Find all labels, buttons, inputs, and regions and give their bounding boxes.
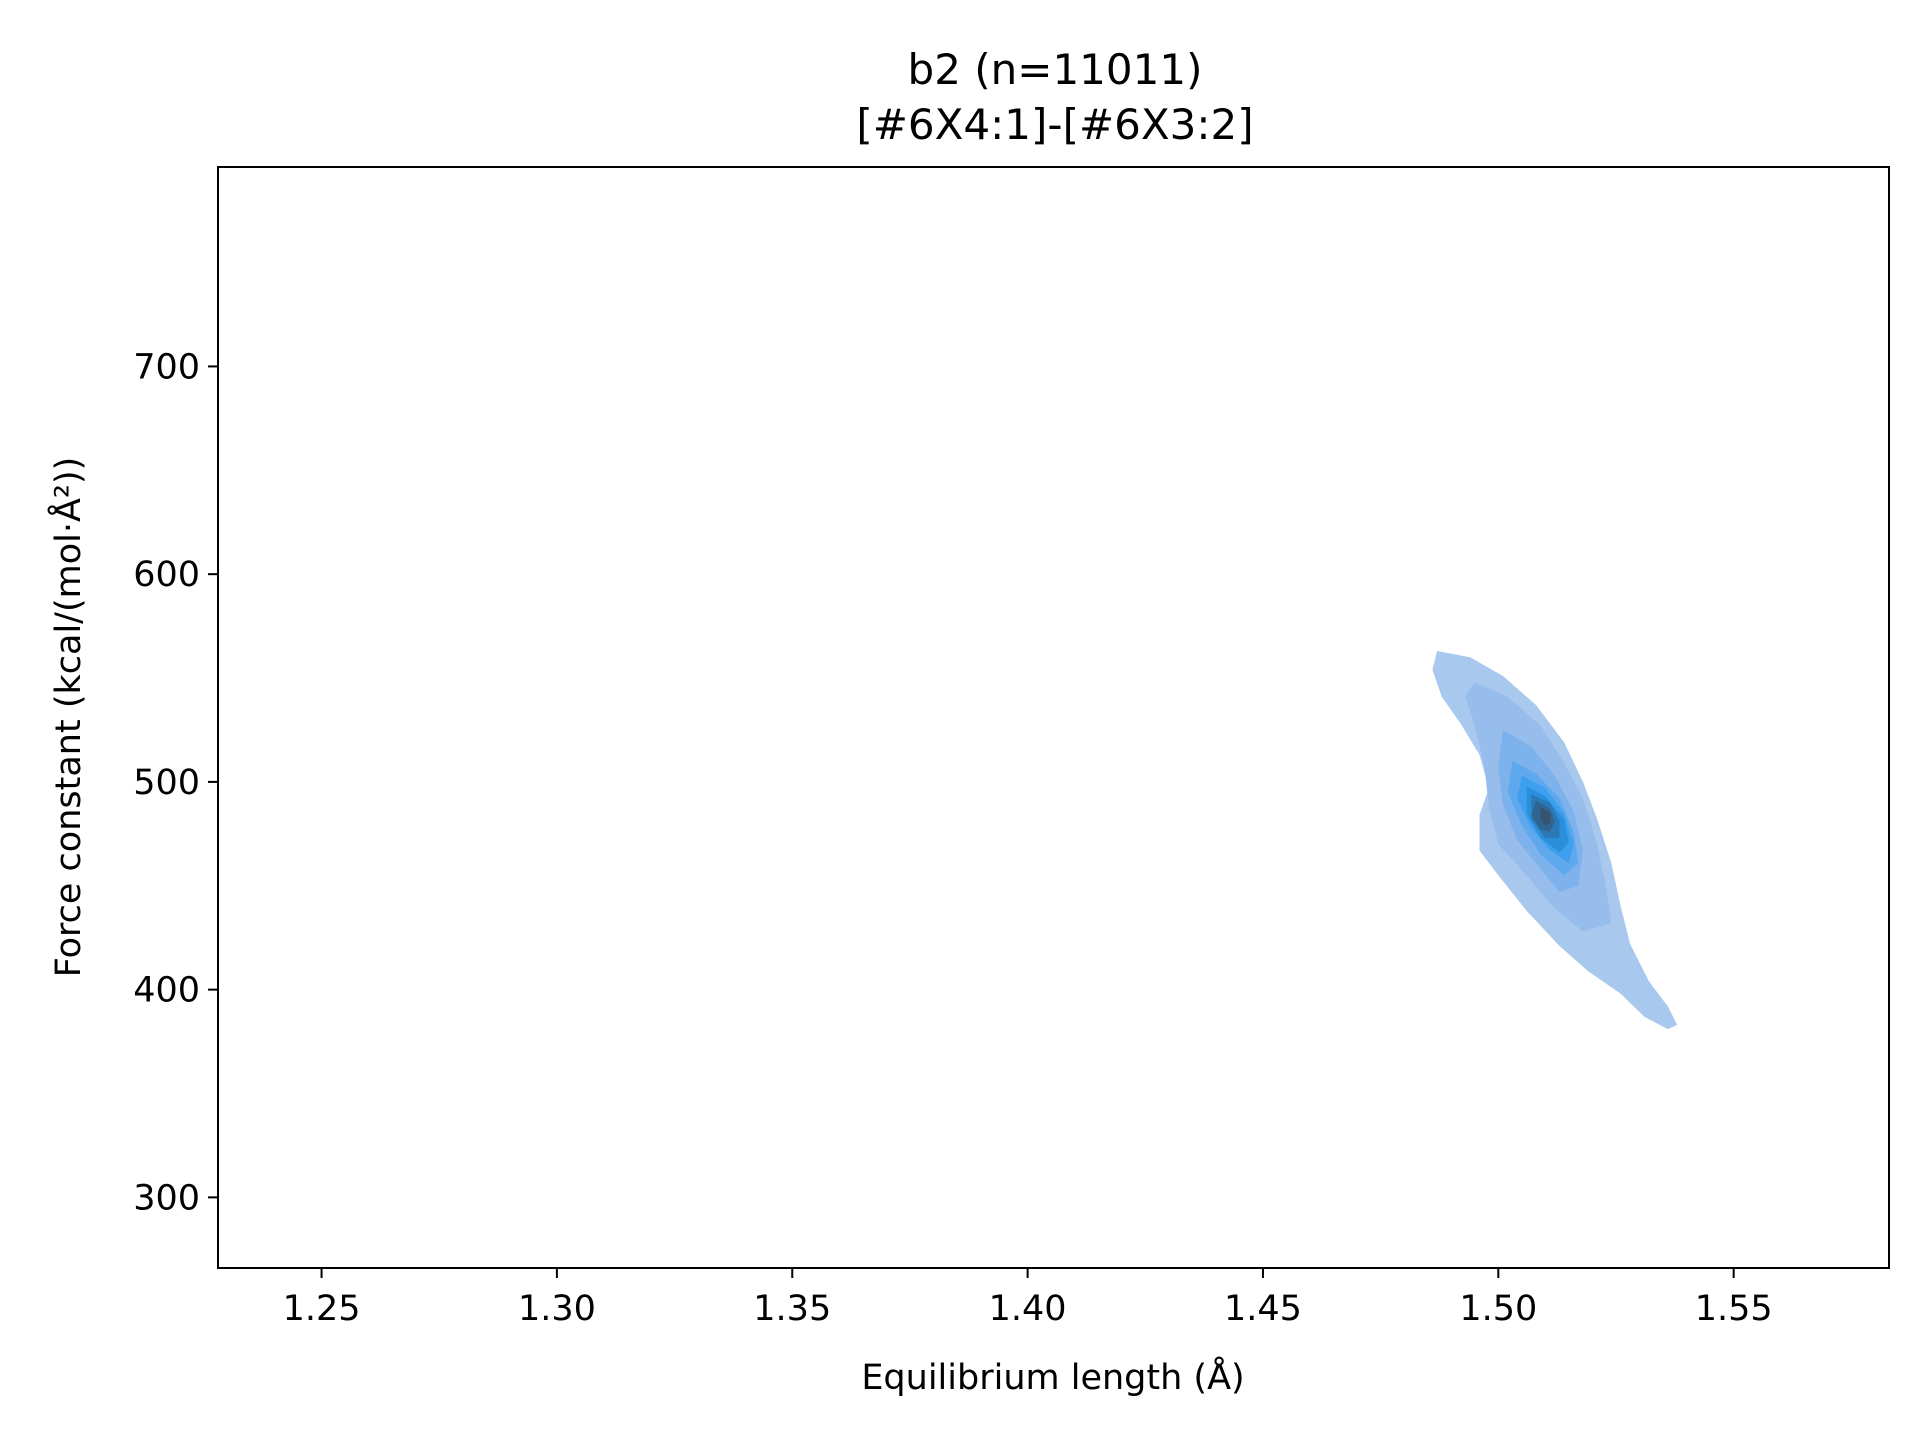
x-axis: 1.25 1.30 1.35 1.40 1.45 1.50 1.55: [283, 1268, 1773, 1329]
y-tick-label: 400: [133, 971, 200, 1011]
y-tick-label: 500: [133, 763, 200, 803]
x-tick-label: 1.45: [1224, 1289, 1302, 1329]
x-tick-label: 1.30: [518, 1289, 596, 1329]
x-tick-label: 1.25: [283, 1289, 361, 1329]
density-layer: [1432, 651, 1678, 1030]
y-tick-label: 700: [133, 347, 200, 387]
x-tick-label: 1.35: [753, 1289, 831, 1329]
y-tick-label: 300: [133, 1178, 200, 1218]
chart-subtitle: [#6X4:1]-[#6X3:2]: [856, 100, 1253, 149]
y-tick-label: 600: [133, 555, 200, 595]
plot-frame: [217, 166, 1890, 1269]
x-tick-label: 1.50: [1459, 1289, 1537, 1329]
x-tick-label: 1.40: [989, 1289, 1067, 1329]
y-axis-label: Force constant (kcal/(mol·Å²)): [46, 457, 89, 978]
y-axis: 300 400 500 600 700: [133, 347, 218, 1218]
x-axis-label: Equilibrium length (Å): [861, 1355, 1244, 1398]
chart-title: b2 (n=11011): [908, 45, 1203, 94]
x-tick-label: 1.55: [1695, 1289, 1773, 1329]
plot-area: [217, 166, 1890, 1269]
density-level-9: [1540, 806, 1551, 826]
plot-background: [218, 167, 1889, 1268]
